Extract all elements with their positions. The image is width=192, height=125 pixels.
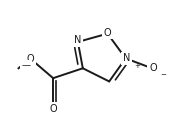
Text: +: + xyxy=(135,63,141,69)
Text: O: O xyxy=(149,63,157,73)
Text: O: O xyxy=(104,28,111,38)
Text: N: N xyxy=(123,53,130,63)
Text: O: O xyxy=(26,54,34,64)
Text: −: − xyxy=(160,72,166,78)
Text: O: O xyxy=(49,104,57,114)
Text: N: N xyxy=(74,35,82,45)
Text: —: — xyxy=(22,61,31,70)
